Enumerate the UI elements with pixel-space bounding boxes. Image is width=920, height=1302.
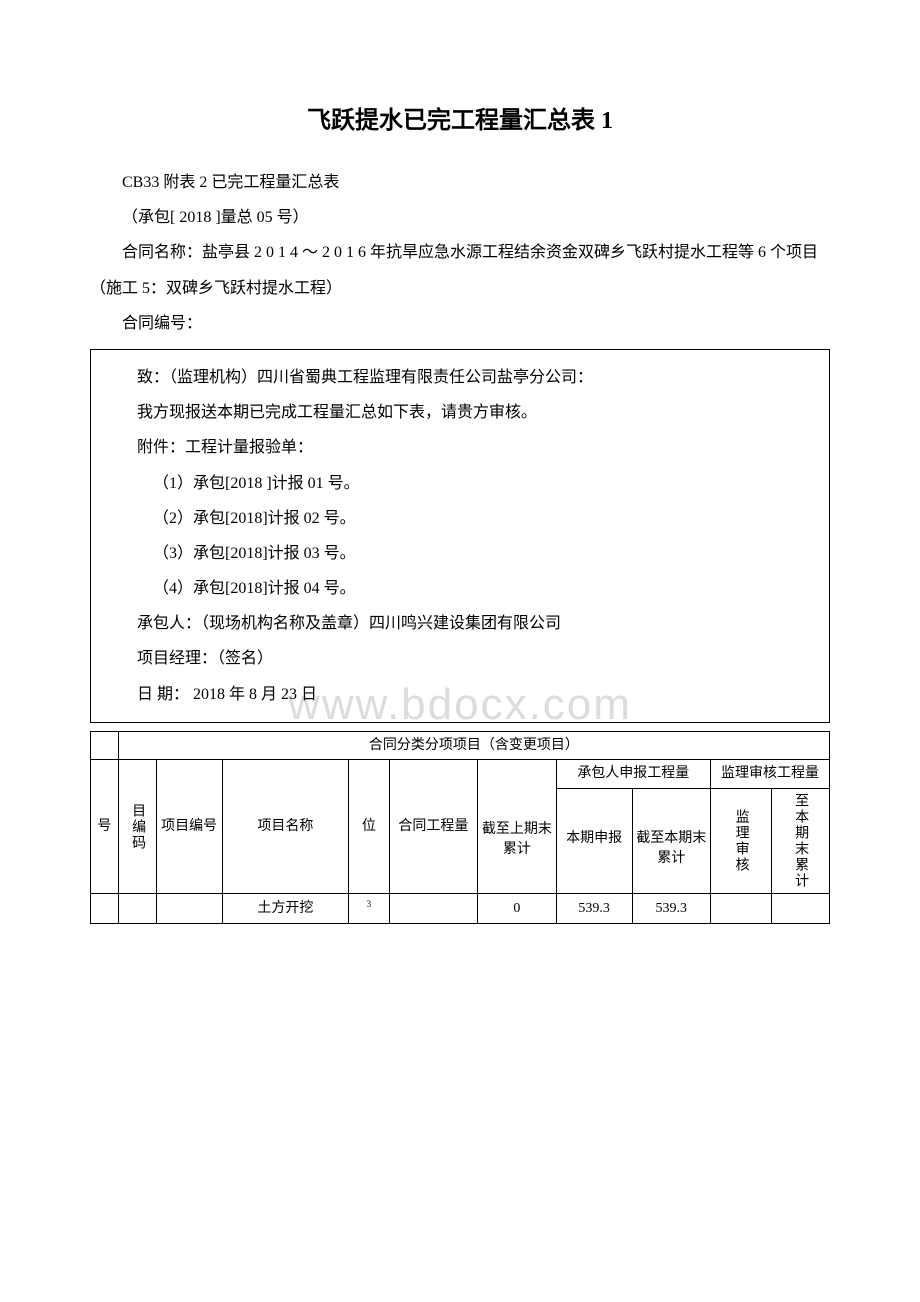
header-row-1: 号 目编码 项目编号 项目名称 位 合同工程量 截至上期末累计 承包人申报工程量… xyxy=(91,760,830,789)
letter-to: 致：（监理机构）四川省蜀典工程监理有限责任公司盐亭分公司： xyxy=(105,360,815,395)
col-to-this-cum: 截至本期末累计 xyxy=(632,789,710,894)
page-title: 飞跃提水已完工程量汇总表 1 xyxy=(90,100,830,135)
contract-name-label: 合同名称： xyxy=(122,244,202,261)
letter-box: 致：（监理机构）四川省蜀典工程监理有限责任公司盐亭分公司： 我方现报送本期已完成… xyxy=(90,349,830,723)
col-sup-check: 监理审核 xyxy=(711,789,772,894)
contract-no: 合同编号： xyxy=(90,306,830,341)
col-contract-qty: 合同工程量 xyxy=(389,760,478,894)
cell-cum: 539.3 xyxy=(632,894,710,924)
cell-this: 539.3 xyxy=(556,894,632,924)
quantity-table: 合同分类分项项目（含变更项目） 号 目编码 项目编号 项目名称 位 合同工程量 … xyxy=(90,731,830,924)
contract-name: 合同名称：盐亭县 2 0 1 4 ～ 2 0 1 6 年抗旱应急水源工程结余资金… xyxy=(90,235,830,305)
col-proj-no: 项目编号 xyxy=(156,760,222,894)
col-proj-name: 项目名称 xyxy=(222,760,349,894)
cell-prev: 0 xyxy=(478,894,556,924)
col-this-period: 本期申报 xyxy=(556,789,632,894)
col-seq: 号 xyxy=(91,760,119,894)
section-header: 合同分类分项项目（含变更项目） xyxy=(118,731,829,760)
letter-body: 我方现报送本期已完成工程量汇总如下表，请贵方审核。 xyxy=(105,395,815,430)
col-unit: 位 xyxy=(349,760,389,894)
header-line-2: （承包[ 2018 ]量总 05 号） xyxy=(90,200,830,235)
col-applicant-group: 承包人申报工程量 xyxy=(556,760,710,789)
attachment-2: （2）承包[2018]计报 02 号。 xyxy=(105,501,815,536)
attachment-4: （4）承包[2018]计报 04 号。 xyxy=(105,571,815,606)
date-line: 日 期： 2018 年 8 月 23 日 xyxy=(105,677,815,712)
contractor-line: 承包人：（现场机构名称及盖章）四川鸣兴建设集团有限公司 xyxy=(105,606,815,641)
cell-name: 土方开挖 xyxy=(222,894,349,924)
data-row-1: 土方开挖 3 0 539.3 539.3 xyxy=(91,894,830,924)
col-sup-cum: 至本期末累计 xyxy=(771,789,829,894)
col-prev-cum: 截至上期末累计 xyxy=(478,760,556,894)
section-header-row: 合同分类分项项目（含变更项目） xyxy=(91,731,830,760)
col-code: 目编码 xyxy=(118,760,156,894)
col-supervisor-group: 监理审核工程量 xyxy=(711,760,830,789)
header-line-1: CB33 附表 2 已完工程量汇总表 xyxy=(90,165,830,200)
pm-line: 项目经理：（签名） xyxy=(105,641,815,676)
attachment-3: （3）承包[2018]计报 03 号。 xyxy=(105,536,815,571)
attachment-1: （1）承包[2018 ]计报 01 号。 xyxy=(105,466,815,501)
attach-label: 附件：工程计量报验单： xyxy=(105,430,815,465)
cell-unit: 3 xyxy=(349,894,389,924)
